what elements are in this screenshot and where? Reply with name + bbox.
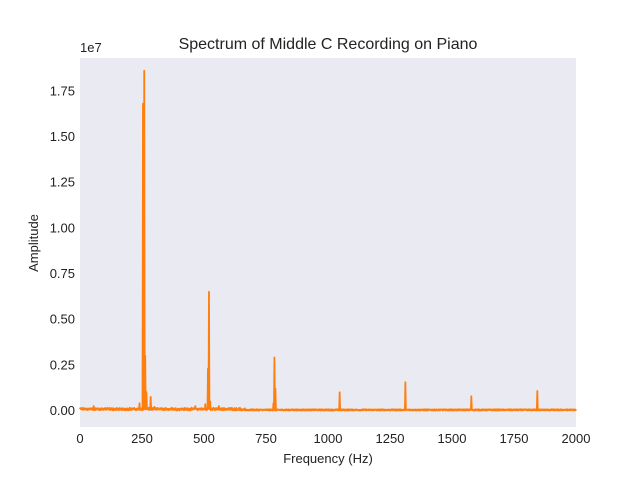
spectrum-line [79,69,577,412]
y-tick-label: 1.75 [50,83,75,98]
y-tick-label: 1.50 [50,129,75,144]
y-tick-label: 0.00 [50,403,75,418]
x-tick-label: 1250 [376,431,405,446]
x-tick-label: 750 [255,431,277,446]
chart-title: Spectrum of Middle C Recording on Piano [179,36,478,53]
y-tick-label: 0.75 [50,266,75,281]
plot-area [80,58,576,427]
y-axis-scale-label: 1e7 [80,40,102,55]
x-tick-label: 0 [76,431,83,446]
x-axis-label: Frequency (Hz) [283,451,373,466]
y-tick-label: 1.00 [50,220,75,235]
x-tick-label: 1000 [314,431,343,446]
y-tick-label: 0.50 [50,312,75,327]
x-tick-label: 2000 [562,431,591,446]
y-tick-label: 0.25 [50,357,75,372]
x-tick-label: 1750 [500,431,529,446]
x-tick-label: 250 [131,431,153,446]
y-axis-label: Amplitude [26,214,41,272]
y-axis-ticks: 0.00 0.25 0.50 0.75 1.00 1.25 1.50 1.75 [50,83,75,418]
x-axis-ticks: 0 250 500 750 1000 1250 1500 1750 2000 [76,431,590,446]
x-tick-label: 500 [193,431,215,446]
y-tick-label: 1.25 [50,175,75,190]
x-tick-label: 1500 [438,431,467,446]
